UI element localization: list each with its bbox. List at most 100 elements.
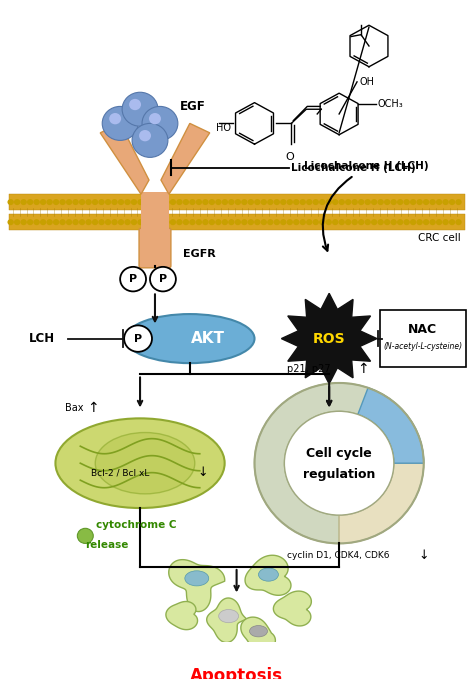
- Circle shape: [40, 219, 46, 225]
- Circle shape: [139, 130, 151, 141]
- Circle shape: [14, 199, 20, 205]
- Circle shape: [46, 199, 53, 205]
- Text: ↓: ↓: [198, 466, 208, 479]
- Circle shape: [391, 219, 397, 225]
- Circle shape: [442, 199, 449, 205]
- Wedge shape: [358, 388, 424, 463]
- Polygon shape: [282, 293, 377, 384]
- Circle shape: [189, 219, 196, 225]
- Circle shape: [144, 199, 150, 205]
- Circle shape: [14, 219, 20, 225]
- Circle shape: [255, 383, 424, 543]
- Circle shape: [391, 199, 397, 205]
- Circle shape: [111, 199, 118, 205]
- Polygon shape: [207, 598, 246, 642]
- Text: Bcl-2 / Bcl xL: Bcl-2 / Bcl xL: [91, 468, 149, 477]
- Circle shape: [429, 199, 436, 205]
- Circle shape: [137, 199, 144, 205]
- Circle shape: [410, 199, 416, 205]
- Circle shape: [149, 113, 161, 124]
- Text: Licochalcone H (LCH): Licochalcone H (LCH): [304, 161, 429, 171]
- Circle shape: [92, 219, 98, 225]
- Circle shape: [157, 219, 163, 225]
- Polygon shape: [169, 559, 225, 612]
- Circle shape: [345, 219, 351, 225]
- Polygon shape: [166, 602, 198, 629]
- FancyBboxPatch shape: [9, 214, 465, 230]
- Text: ↑: ↑: [357, 362, 369, 375]
- Circle shape: [377, 219, 384, 225]
- Circle shape: [122, 92, 158, 126]
- Circle shape: [338, 199, 345, 205]
- Circle shape: [222, 219, 228, 225]
- Circle shape: [209, 219, 215, 225]
- Circle shape: [118, 199, 124, 205]
- Circle shape: [102, 107, 138, 141]
- Polygon shape: [241, 617, 275, 651]
- Text: OH: OH: [359, 77, 374, 87]
- Circle shape: [287, 219, 293, 225]
- Text: Apoptosis: Apoptosis: [190, 667, 283, 679]
- Circle shape: [131, 199, 137, 205]
- Circle shape: [202, 219, 209, 225]
- Circle shape: [34, 219, 40, 225]
- Circle shape: [241, 219, 247, 225]
- Circle shape: [228, 219, 235, 225]
- Circle shape: [79, 199, 85, 205]
- Circle shape: [66, 219, 72, 225]
- Circle shape: [92, 199, 98, 205]
- Ellipse shape: [249, 625, 267, 637]
- Circle shape: [85, 219, 92, 225]
- Circle shape: [129, 99, 141, 110]
- Circle shape: [235, 219, 241, 225]
- Circle shape: [124, 219, 131, 225]
- Circle shape: [254, 199, 261, 205]
- Circle shape: [352, 199, 358, 205]
- Circle shape: [338, 219, 345, 225]
- Circle shape: [312, 219, 319, 225]
- Ellipse shape: [185, 571, 209, 586]
- Circle shape: [300, 199, 306, 205]
- Circle shape: [358, 219, 365, 225]
- Text: P: P: [134, 333, 142, 344]
- Circle shape: [397, 199, 403, 205]
- Circle shape: [8, 219, 14, 225]
- Circle shape: [137, 219, 144, 225]
- FancyBboxPatch shape: [141, 192, 169, 232]
- FancyBboxPatch shape: [9, 194, 465, 210]
- Circle shape: [377, 199, 384, 205]
- Circle shape: [280, 199, 286, 205]
- Circle shape: [284, 411, 394, 515]
- Circle shape: [53, 199, 59, 205]
- Circle shape: [442, 219, 449, 225]
- Ellipse shape: [95, 433, 195, 494]
- Circle shape: [40, 199, 46, 205]
- Circle shape: [196, 219, 202, 225]
- Circle shape: [371, 219, 377, 225]
- Circle shape: [46, 219, 53, 225]
- Circle shape: [20, 199, 27, 205]
- Circle shape: [312, 199, 319, 205]
- Text: CRC cell: CRC cell: [418, 233, 461, 242]
- Circle shape: [8, 199, 14, 205]
- Circle shape: [365, 199, 371, 205]
- Circle shape: [27, 199, 33, 205]
- Circle shape: [170, 199, 176, 205]
- Circle shape: [371, 199, 377, 205]
- Circle shape: [456, 199, 462, 205]
- Circle shape: [215, 199, 221, 205]
- Circle shape: [384, 199, 390, 205]
- Circle shape: [267, 219, 273, 225]
- Circle shape: [85, 199, 92, 205]
- Circle shape: [120, 267, 146, 291]
- Circle shape: [293, 219, 300, 225]
- Circle shape: [417, 219, 423, 225]
- Circle shape: [287, 199, 293, 205]
- Circle shape: [403, 199, 410, 205]
- Text: HO: HO: [216, 123, 231, 133]
- Circle shape: [157, 199, 163, 205]
- Circle shape: [423, 199, 429, 205]
- Text: cytochrome C: cytochrome C: [96, 519, 177, 530]
- Polygon shape: [100, 124, 149, 194]
- Circle shape: [429, 219, 436, 225]
